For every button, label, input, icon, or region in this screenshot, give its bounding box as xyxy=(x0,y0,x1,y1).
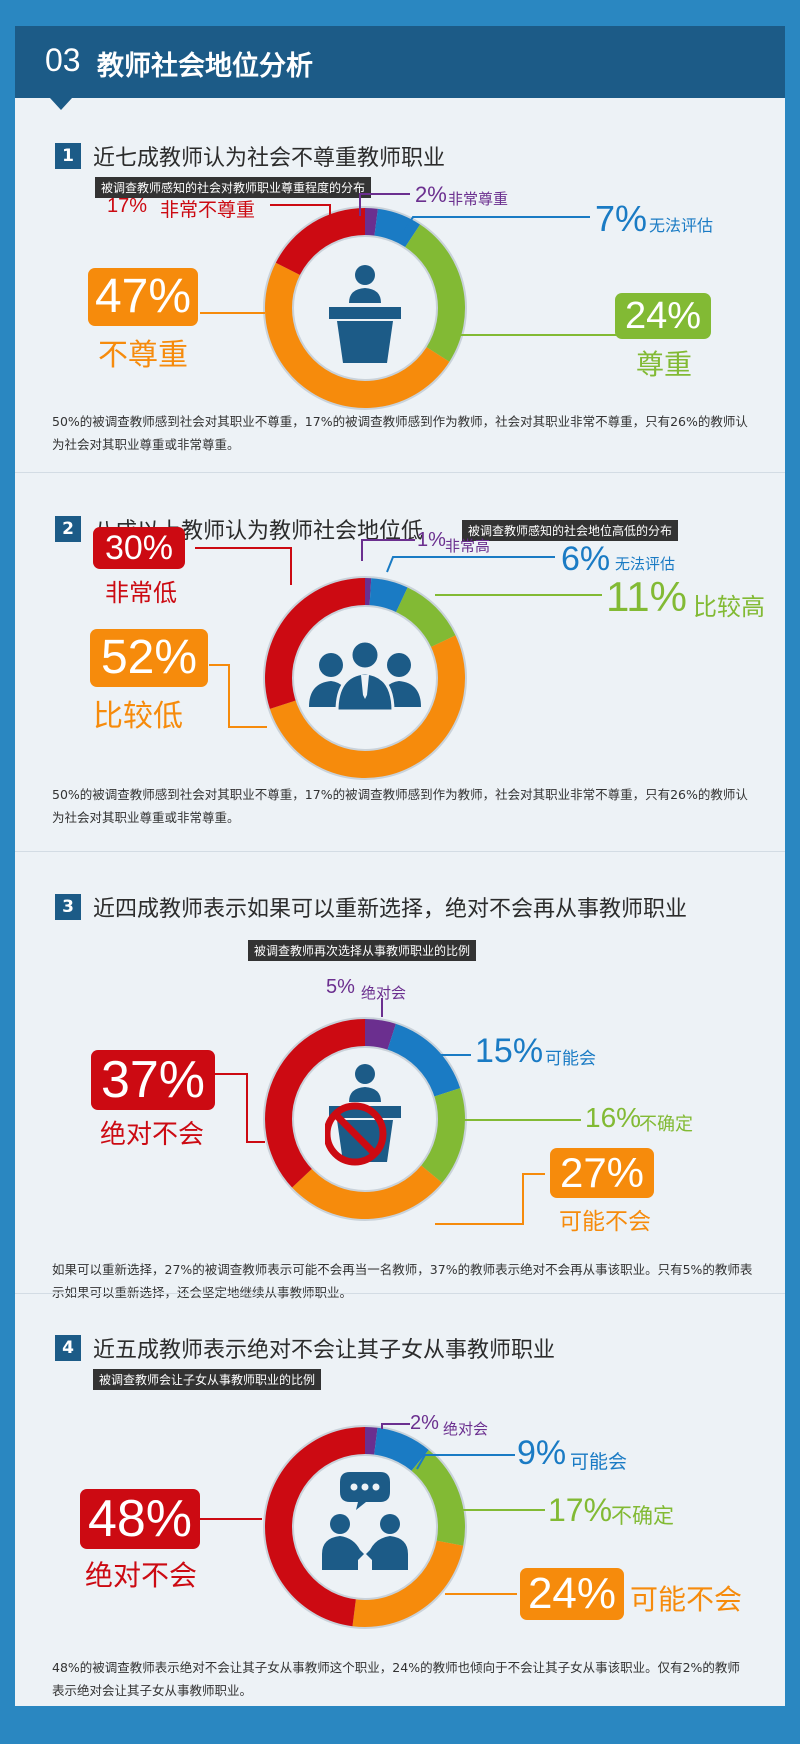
donut-slice xyxy=(365,1427,378,1456)
label-purple-name: 非常高 xyxy=(445,537,491,555)
label-red-name: 非常不尊重 xyxy=(160,199,256,221)
infographic-panel: 03 教师社会地位分析 1 近七成教师认为社会不尊重教师职业 被调查教师感知的社… xyxy=(15,26,785,1706)
label-purple-name: 非常尊重 xyxy=(448,190,509,208)
label-orange-pct-box: 27% xyxy=(550,1148,654,1198)
label-green-name: 比较高 xyxy=(693,593,765,621)
donut-slice xyxy=(265,578,365,709)
donut-slice xyxy=(264,1427,365,1627)
label-orange-name: 可能不会 xyxy=(559,1209,651,1235)
label-orange-pct-box: 47% xyxy=(88,268,198,326)
leader-lines xyxy=(215,998,581,1225)
donut-slice xyxy=(369,578,408,613)
section-3: 3 近四成教师表示如果可以重新选择，绝对不会再从事教师职业 被调查教师再次选择从… xyxy=(15,852,785,1300)
label-green-pct-box: 24% xyxy=(615,293,711,339)
donut-slice xyxy=(404,224,465,362)
section-4: 4 近五成教师表示绝对不会让其子女从事教师职业 被调查教师会让子女从事教师职业的… xyxy=(15,1294,785,1706)
label-green-pct: 17% xyxy=(548,1492,613,1528)
label-green-pct: 16% xyxy=(585,1102,642,1133)
label-orange-name: 不尊重 xyxy=(98,338,188,373)
label-red-name: 绝对不会 xyxy=(100,1120,205,1150)
section-subtitle: 被调查教师感知的社会地位高低的分布 xyxy=(462,520,679,541)
label-green-name: 尊重 xyxy=(636,348,693,381)
label-purple-pct: 5% xyxy=(326,976,355,998)
label-blue-name: 无法评估 xyxy=(615,555,676,573)
label-green-name: 不确定 xyxy=(611,1504,674,1528)
section-badge: 1 xyxy=(55,143,81,169)
label-red-name: 非常低 xyxy=(105,579,177,607)
label-blue-pct: 9% xyxy=(517,1434,567,1472)
section-subtitle: 被调查教师感知的社会对教师职业尊重程度的分布 xyxy=(95,177,372,198)
donut-slice xyxy=(395,587,456,648)
divider xyxy=(15,1293,785,1294)
label-purple-pct: 2% xyxy=(410,1412,439,1434)
label-purple-name: 绝对会 xyxy=(361,984,407,1002)
label-orange-pct-box: 52% xyxy=(90,629,208,687)
section-description: 如果可以重新选择，27%的被调查教师表示可能不会再当一名教师，37%的教师表示绝… xyxy=(52,1262,753,1300)
section-description: 50%的被调查教师感到社会对其职业不尊重，17%的被调查教师感到作为教师，社会对… xyxy=(52,787,748,825)
donut-slice xyxy=(352,1540,464,1627)
label-blue-pct: 15% xyxy=(475,1032,544,1070)
header-pointer xyxy=(50,98,72,110)
label-orange-name: 比较低 xyxy=(93,699,183,734)
label-red-pct-box: 37% xyxy=(91,1050,215,1110)
section-title: 近四成教师表示如果可以重新选择，绝对不会再从事教师职业 xyxy=(93,897,688,922)
section-badge: 4 xyxy=(55,1335,81,1361)
donut-slice xyxy=(365,1019,396,1051)
donut-slice xyxy=(265,1019,365,1188)
section-subtitle: 被调查教师会让子女从事教师职业的比例 xyxy=(93,1369,322,1390)
label-orange-name: 可能不会 xyxy=(630,1583,743,1616)
section-badge: 2 xyxy=(55,516,81,542)
label-blue-pct: 7% xyxy=(595,198,648,239)
donut-slice xyxy=(387,1023,461,1097)
conversation-people-icon xyxy=(322,1472,408,1570)
section-number: 03 xyxy=(45,42,81,78)
label-red-pct: 17% xyxy=(107,195,148,217)
donut-slice xyxy=(410,1449,465,1546)
label-green-name: 不确定 xyxy=(639,1114,693,1135)
podium-speaker-icon xyxy=(329,265,401,363)
label-purple-name: 绝对会 xyxy=(443,1420,489,1438)
label-red-pct-box: 48% xyxy=(80,1489,200,1549)
leader-lines xyxy=(200,193,617,336)
label-green-pct: 11% xyxy=(606,573,687,620)
section-title: 近五成教师表示绝对不会让其子女从事教师职业 xyxy=(93,1338,556,1363)
divider xyxy=(15,472,785,473)
page-title: 教师社会地位分析 xyxy=(97,51,313,82)
label-blue-name: 无法评估 xyxy=(649,216,714,235)
donut-slice xyxy=(264,262,450,409)
donut-slice xyxy=(374,1427,429,1472)
section-subtitle: 被调查教师再次选择从事教师职业的比例 xyxy=(248,940,477,961)
section-1: 1 近七成教师认为社会不尊重教师职业 被调查教师感知的社会对教师职业尊重程度的分… xyxy=(15,98,785,490)
label-blue-name: 可能会 xyxy=(570,1451,628,1473)
divider xyxy=(15,851,785,852)
donut-chart xyxy=(263,1017,467,1221)
section-title: 近七成教师认为社会不尊重教师职业 xyxy=(93,146,446,171)
section-badge: 3 xyxy=(55,894,81,920)
section-description: 50%的被调查教师感到社会对其职业不尊重，17%的被调查教师感到作为教师，社会对… xyxy=(52,414,748,452)
label-red-pct-box: 30% xyxy=(93,527,185,569)
section-description: 48%的被调查教师表示绝对不会让其子女从事教师这个职业，24%的教师也倾向于不会… xyxy=(52,1660,740,1698)
label-purple-pct: 2% xyxy=(415,182,447,207)
label-blue-pct: 6% xyxy=(561,540,611,578)
label-purple-pct: 1% xyxy=(417,529,446,551)
no-podium-icon xyxy=(325,1064,401,1166)
group-people-icon xyxy=(309,641,421,711)
donut-slice xyxy=(269,635,465,778)
section-2: 2 八成以上教师认为教师社会地位低 被调查教师感知的社会地位高低的分布 30% … xyxy=(15,473,785,846)
section-header: 03 教师社会地位分析 xyxy=(15,26,785,98)
donut-slice xyxy=(420,1088,465,1183)
label-orange-pct-box: 24% xyxy=(520,1568,624,1620)
leader-lines xyxy=(195,539,602,728)
donut-slice xyxy=(365,208,378,237)
label-blue-name: 可能会 xyxy=(545,1049,596,1069)
donut-slice xyxy=(365,578,372,607)
donut-slice xyxy=(275,208,365,276)
leader-lines xyxy=(200,1423,545,1595)
label-red-name: 绝对不会 xyxy=(85,1559,198,1592)
